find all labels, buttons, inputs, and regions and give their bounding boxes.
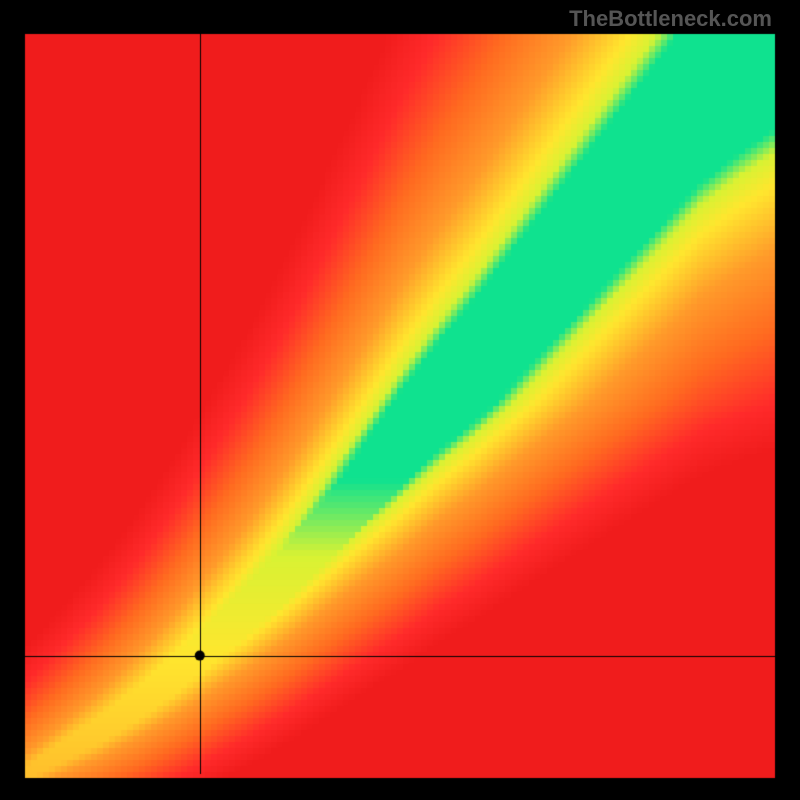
- attribution-text: TheBottleneck.com: [569, 6, 772, 32]
- chart-container: TheBottleneck.com: [0, 0, 800, 800]
- bottleneck-heatmap: [0, 0, 800, 800]
